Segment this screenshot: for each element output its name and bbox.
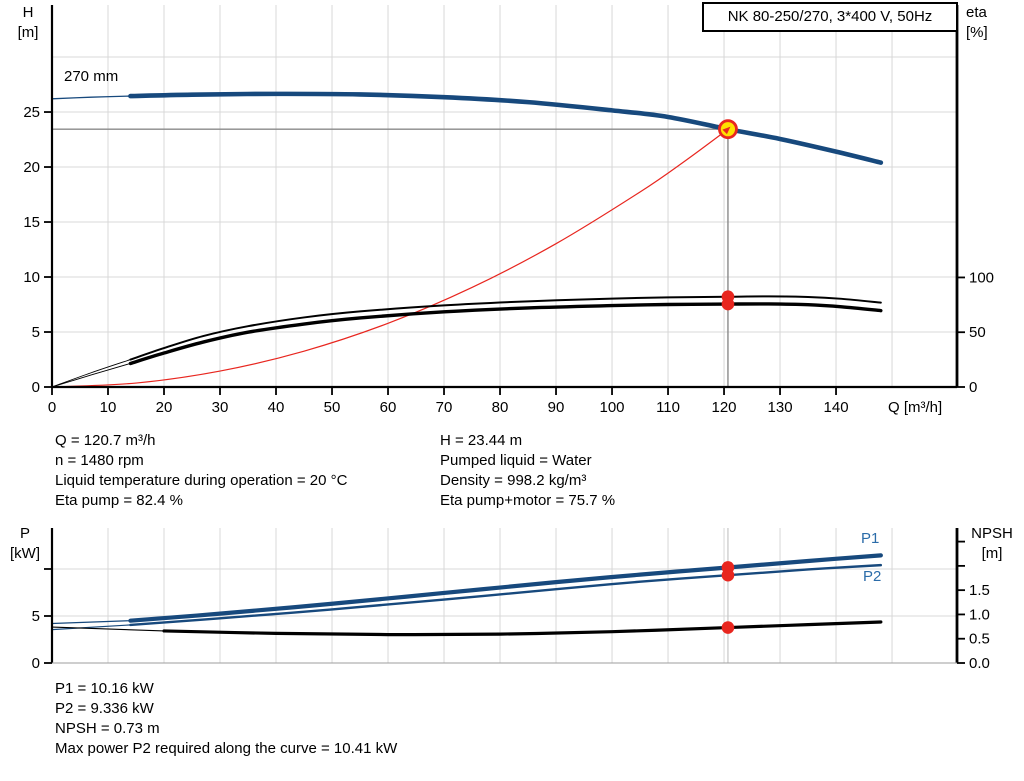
p1-curve-path: [51, 620, 132, 625]
h-q-chart: 0 10 20 30 40 50 60 70 80 90 100 110 120 130 140 0 5 10 15…: [23, 5, 994, 416]
info-line-h: H = 23.44 m: [440, 432, 523, 449]
svg-text:10: 10: [23, 269, 40, 286]
npsh-axis-symbol: NPSH: [971, 525, 1013, 542]
npsh-curve-path: [162, 620, 883, 637]
eta-axis-symbol: eta: [966, 4, 987, 21]
svg-text:40: 40: [268, 399, 285, 416]
svg-text:50: 50: [324, 399, 341, 416]
svg-text:120: 120: [712, 399, 737, 416]
info-line-liquid: Pumped liquid = Water: [440, 452, 592, 469]
q-axis-label: Q [m³/h]: [888, 399, 943, 416]
svg-text:0.0: 0.0: [969, 655, 990, 672]
svg-text:5: 5: [32, 608, 40, 625]
h-axis-label: H [m]: [6, 3, 50, 43]
duty-point-dot: [721, 621, 735, 634]
svg-text:20: 20: [23, 159, 40, 176]
info-line-n: n = 1480 rpm: [55, 452, 144, 469]
svg-text:90: 90: [548, 399, 565, 416]
eta-axis-label: eta [%]: [966, 3, 1010, 43]
info-line-temp: Liquid temperature during operation = 20…: [55, 472, 348, 489]
svg-text:140: 140: [824, 399, 849, 416]
svg-text:0.5: 0.5: [969, 631, 990, 648]
npsh-curve-path: [51, 626, 165, 632]
eta-axis-unit: [%]: [966, 24, 988, 41]
svg-text:130: 130: [768, 399, 793, 416]
info-line-eta-total: Eta pump+motor = 75.7 %: [440, 492, 616, 509]
info-line-p1: P1 = 10.16 kW: [55, 680, 154, 697]
svg-text:0: 0: [48, 399, 56, 416]
svg-text:25: 25: [23, 104, 40, 121]
npsh-axis-unit: [m]: [981, 545, 1003, 562]
p1-curve-path: [128, 553, 883, 623]
p2-curve-path: [51, 624, 132, 631]
svg-text:110: 110: [656, 399, 680, 416]
npsh-axis-label: NPSH [m]: [962, 524, 1022, 564]
svg-text:100: 100: [600, 399, 625, 416]
result-info: P1 = 10.16 kW P2 = 9.336 kW NPSH = 0.73 …: [55, 679, 397, 759]
eta-pump-motor-path: [51, 362, 131, 388]
duty-point-dot: [721, 297, 735, 311]
info-line-p2: P2 = 9.336 kW: [55, 700, 154, 717]
svg-text:80: 80: [492, 399, 509, 416]
eta-pump-path: [129, 295, 882, 361]
gridlines: [52, 528, 957, 663]
gridlines: [52, 5, 957, 387]
svg-text:60: 60: [380, 399, 397, 416]
p-axis-symbol: P: [19, 525, 30, 542]
eta-pump-motor-path: [128, 302, 883, 366]
svg-text:100: 100: [969, 269, 994, 286]
duty-info-right: H = 23.44 m Pumped liquid = Water Densit…: [440, 431, 615, 511]
info-line-npsh: NPSH = 0.73 m: [55, 720, 160, 737]
svg-text:0: 0: [32, 379, 40, 396]
p2-curve-path: [129, 563, 883, 627]
p1-curve-label: P1: [861, 530, 880, 547]
info-line-eta-pump: Eta pump = 82.4 %: [55, 492, 183, 509]
h-axis-unit: [m]: [17, 24, 39, 41]
h-axis-symbol: H: [22, 4, 34, 21]
tick-labels: 0 10 20 30 40 50 60 70 80 90 100 110 120 130 140 0 5 10 15…: [23, 104, 994, 416]
svg-text:0: 0: [969, 379, 977, 396]
power-npsh-chart: 0 5 0.0 0.5 1.0 1.5: [32, 528, 990, 672]
info-line-maxp2: Max power P2 required along the curve = …: [55, 740, 398, 757]
svg-text:0: 0: [32, 655, 40, 672]
system-curve-path: [51, 128, 729, 388]
impeller-size-label: 270 mm: [64, 68, 119, 85]
duty-arrow-icon: [722, 126, 731, 135]
duty-info-left: Q = 120.7 m³/h n = 1480 rpm Liquid tempe…: [55, 431, 347, 511]
svg-text:15: 15: [23, 214, 40, 231]
duty-point-dot: [721, 568, 735, 582]
p-axis-label: P [kW]: [2, 524, 48, 564]
head-curve-270mm-path: [51, 95, 132, 100]
svg-text:5: 5: [32, 324, 40, 341]
info-line-density: Density = 998.2 kg/m³: [440, 472, 587, 489]
p-axis-unit: [kW]: [10, 545, 40, 562]
svg-text:30: 30: [212, 399, 229, 416]
svg-text:1.5: 1.5: [969, 582, 990, 599]
tick-labels: 0 5 0.0 0.5 1.0 1.5: [32, 540, 990, 672]
svg-text:1.0: 1.0: [969, 606, 990, 623]
pump-title-box: NK 80-250/270, 3*400 V, 50Hz: [702, 2, 958, 32]
p2-curve-label: P2: [863, 568, 882, 585]
svg-text:70: 70: [436, 399, 453, 416]
svg-text:10: 10: [100, 399, 117, 416]
duty-point-marker[interactable]: [718, 119, 738, 140]
info-line-q: Q = 120.7 m³/h: [55, 432, 156, 449]
head-curve-270mm-path: [128, 91, 884, 165]
svg-text:20: 20: [156, 399, 173, 416]
svg-text:50: 50: [969, 324, 986, 341]
eta-pump-path: [51, 359, 131, 388]
